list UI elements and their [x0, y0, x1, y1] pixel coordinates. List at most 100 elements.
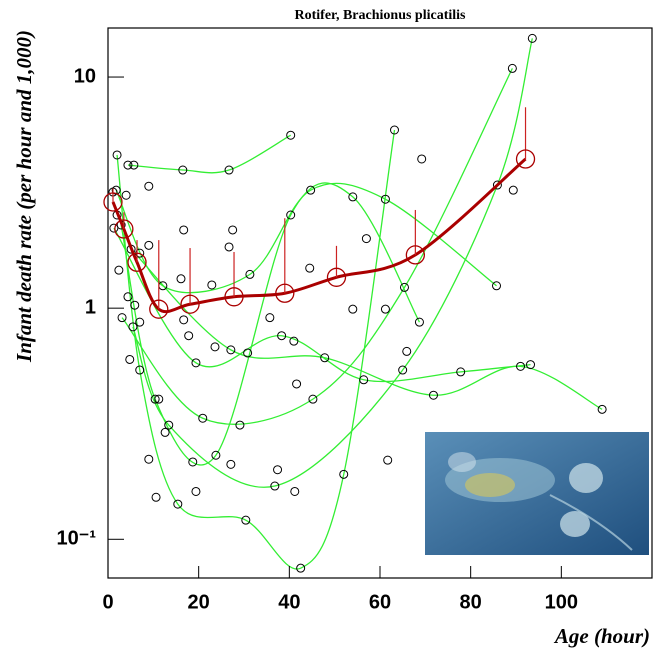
data-point	[125, 354, 135, 364]
data-point	[383, 455, 393, 465]
mean-point	[127, 252, 147, 272]
data-point	[176, 274, 186, 284]
fit-curve	[132, 38, 533, 488]
data-point	[179, 225, 189, 235]
data-point	[305, 263, 315, 273]
data-point	[320, 353, 330, 363]
data-point	[150, 394, 160, 404]
x-tick-label: 40	[278, 591, 300, 613]
data-point	[292, 379, 302, 389]
data-point	[228, 225, 238, 235]
data-point	[198, 413, 208, 423]
data-point	[178, 165, 188, 175]
data-point	[380, 304, 390, 314]
data-point	[173, 499, 183, 509]
data-point	[235, 420, 245, 430]
data-point	[191, 358, 201, 368]
data-point	[308, 394, 318, 404]
data-point	[359, 375, 369, 385]
mean-point	[515, 149, 536, 169]
data-point	[286, 210, 296, 220]
data-point	[507, 63, 517, 73]
mean-point	[149, 299, 169, 319]
data-point	[245, 269, 255, 279]
data-point	[144, 240, 154, 250]
data-point	[277, 331, 287, 341]
data-point	[508, 185, 518, 195]
data-point	[160, 427, 170, 437]
data-point	[135, 365, 145, 375]
data-point	[224, 242, 234, 252]
data-point	[144, 454, 154, 464]
data-point	[188, 457, 198, 467]
data-point	[492, 281, 502, 291]
data-point	[380, 194, 390, 204]
data-point	[286, 130, 296, 140]
x-tick-label: 80	[460, 591, 482, 613]
data-point	[144, 181, 154, 191]
data-point	[184, 331, 194, 341]
data-point	[273, 465, 283, 475]
data-point	[428, 390, 438, 400]
data-point	[306, 185, 316, 195]
mean-point	[114, 219, 134, 239]
fit-curve	[121, 68, 513, 425]
data-point	[109, 223, 119, 233]
data-point	[339, 469, 349, 479]
data-point	[123, 292, 133, 302]
data-point	[289, 336, 299, 346]
y-tick-label: 10⁻¹	[57, 528, 97, 550]
mean-point	[103, 192, 123, 212]
mean-line	[111, 157, 527, 314]
data-point	[129, 160, 139, 170]
data-point	[226, 459, 236, 469]
data-point	[348, 304, 358, 314]
data-point	[361, 234, 371, 244]
x-axis-title: Age (hour)	[553, 624, 650, 648]
data-point	[398, 365, 408, 375]
mean-point	[275, 283, 295, 303]
data-point	[492, 180, 502, 190]
data-point	[290, 486, 300, 496]
fit-curve	[116, 129, 396, 570]
fit-curve	[127, 134, 292, 174]
fit-curve	[115, 182, 497, 294]
fit-curve	[113, 227, 531, 383]
inset-photo	[425, 432, 649, 555]
data-point	[191, 486, 201, 496]
data-point	[243, 348, 253, 358]
data-point	[117, 313, 127, 323]
data-point	[265, 313, 275, 323]
data-point	[210, 342, 220, 352]
data-point	[526, 360, 536, 370]
data-point	[597, 404, 607, 414]
curves	[113, 38, 603, 570]
y-tick-label: 1	[85, 296, 96, 318]
data-point	[224, 165, 234, 175]
data-point	[135, 317, 145, 327]
chart-title: Rotifer, Brachionus plicatilis	[295, 8, 467, 23]
data-point	[399, 282, 409, 292]
y-axis-title: Infant death rate (per hour and 1,000)	[12, 30, 36, 363]
data-point	[112, 150, 122, 160]
data-point	[390, 125, 400, 135]
data-point	[516, 361, 526, 371]
data-point	[417, 154, 427, 164]
data-point	[348, 192, 358, 202]
mean-point	[405, 245, 426, 265]
data-point	[226, 345, 236, 355]
mean-point	[326, 267, 347, 287]
data-point	[179, 315, 189, 325]
data-point	[527, 33, 537, 43]
fit-curve	[120, 182, 421, 466]
data-point	[402, 346, 412, 356]
data-point	[211, 450, 221, 460]
data-point	[128, 322, 138, 332]
x-tick-label: 0	[102, 591, 113, 613]
fit-curve	[130, 248, 603, 410]
data-point	[414, 317, 424, 327]
data-point	[154, 394, 164, 404]
mean-point	[224, 287, 244, 307]
data-point	[270, 481, 280, 491]
